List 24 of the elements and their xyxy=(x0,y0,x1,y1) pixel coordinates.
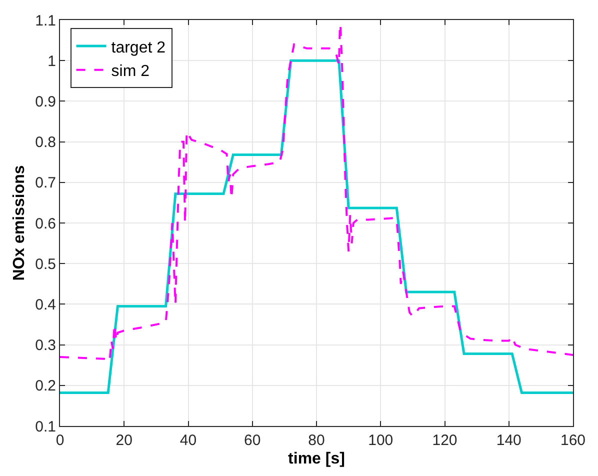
y-tick-label: 0.9 xyxy=(35,93,56,110)
y-tick-label: 0.5 xyxy=(35,256,56,273)
x-axis-title: time [s] xyxy=(288,450,345,468)
x-tick-label: 160 xyxy=(560,432,586,449)
y-tick-label: 0.6 xyxy=(35,215,56,232)
x-tick-label: 0 xyxy=(56,432,64,449)
y-tick-label: 0.4 xyxy=(35,296,56,314)
x-tick-label: 40 xyxy=(180,432,197,449)
y-tick-label: 0.1 xyxy=(35,418,56,436)
x-tick-label: 100 xyxy=(368,432,394,449)
y-tick-label: 0.7 xyxy=(35,174,56,192)
y-tick-label: 1.1 xyxy=(35,12,56,30)
x-tick-label: 20 xyxy=(116,432,132,449)
x-tick-label: 140 xyxy=(496,432,522,449)
legend-label: target 2 xyxy=(111,39,166,56)
legend-label: sim 2 xyxy=(111,63,150,80)
x-tick-label: 80 xyxy=(308,432,325,449)
y-axis-title: NOx emissions xyxy=(11,165,28,281)
y-tick-label: 0.2 xyxy=(35,378,56,395)
x-tick-label: 60 xyxy=(244,432,261,449)
y-tick-label: 0.3 xyxy=(35,337,56,354)
y-tick-label: 0.8 xyxy=(35,134,56,152)
y-tick-label: 1 xyxy=(48,52,56,70)
x-tick-label: 120 xyxy=(432,432,458,449)
